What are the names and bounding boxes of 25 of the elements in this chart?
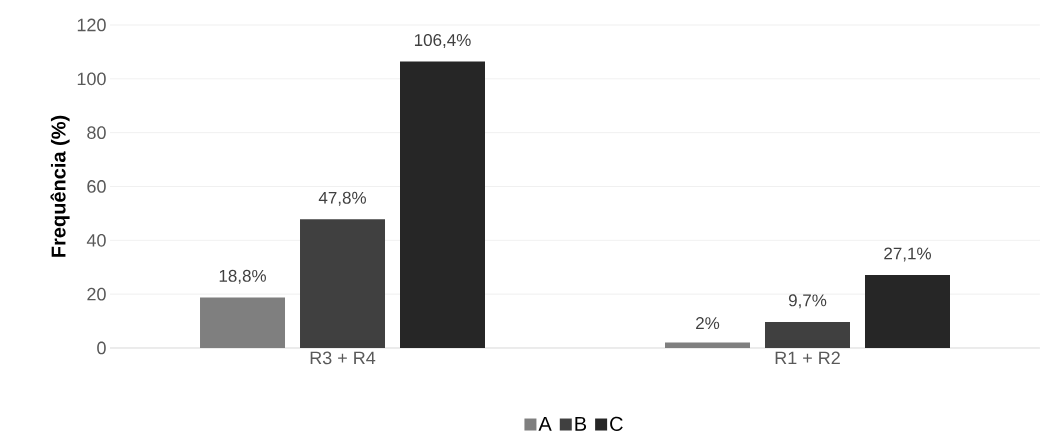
data-label: 18,8% bbox=[219, 269, 266, 284]
x-tick-label: R3 + R4 bbox=[310, 351, 376, 365]
data-label: 27,1% bbox=[884, 247, 931, 262]
data-label: 47,8% bbox=[318, 191, 366, 206]
data-label: 9,7% bbox=[788, 294, 827, 309]
bar bbox=[865, 275, 950, 348]
y-tick-label: 40 bbox=[86, 233, 106, 247]
bar bbox=[200, 297, 286, 348]
y-tick-label: 0 bbox=[97, 341, 106, 355]
y-tick-label: 20 bbox=[87, 287, 106, 301]
bar bbox=[400, 61, 485, 348]
y-tick-label: 60 bbox=[87, 180, 106, 193]
y-tick-label: 100 bbox=[77, 72, 106, 86]
bar bbox=[765, 321, 850, 348]
data-label: 106,4% bbox=[414, 34, 471, 49]
bar bbox=[300, 219, 386, 348]
x-tick-label: R1 + R2 bbox=[775, 351, 840, 365]
legend-label: C bbox=[610, 416, 623, 431]
data-label: 2% bbox=[696, 317, 720, 330]
bar bbox=[665, 342, 750, 348]
y-axis-title: Frequência (%) bbox=[50, 115, 70, 257]
y-tick-label: 120 bbox=[77, 18, 106, 32]
legend-label: B bbox=[575, 416, 587, 431]
legend-label: A bbox=[538, 416, 552, 431]
y-tick-label: 80 bbox=[87, 126, 106, 140]
